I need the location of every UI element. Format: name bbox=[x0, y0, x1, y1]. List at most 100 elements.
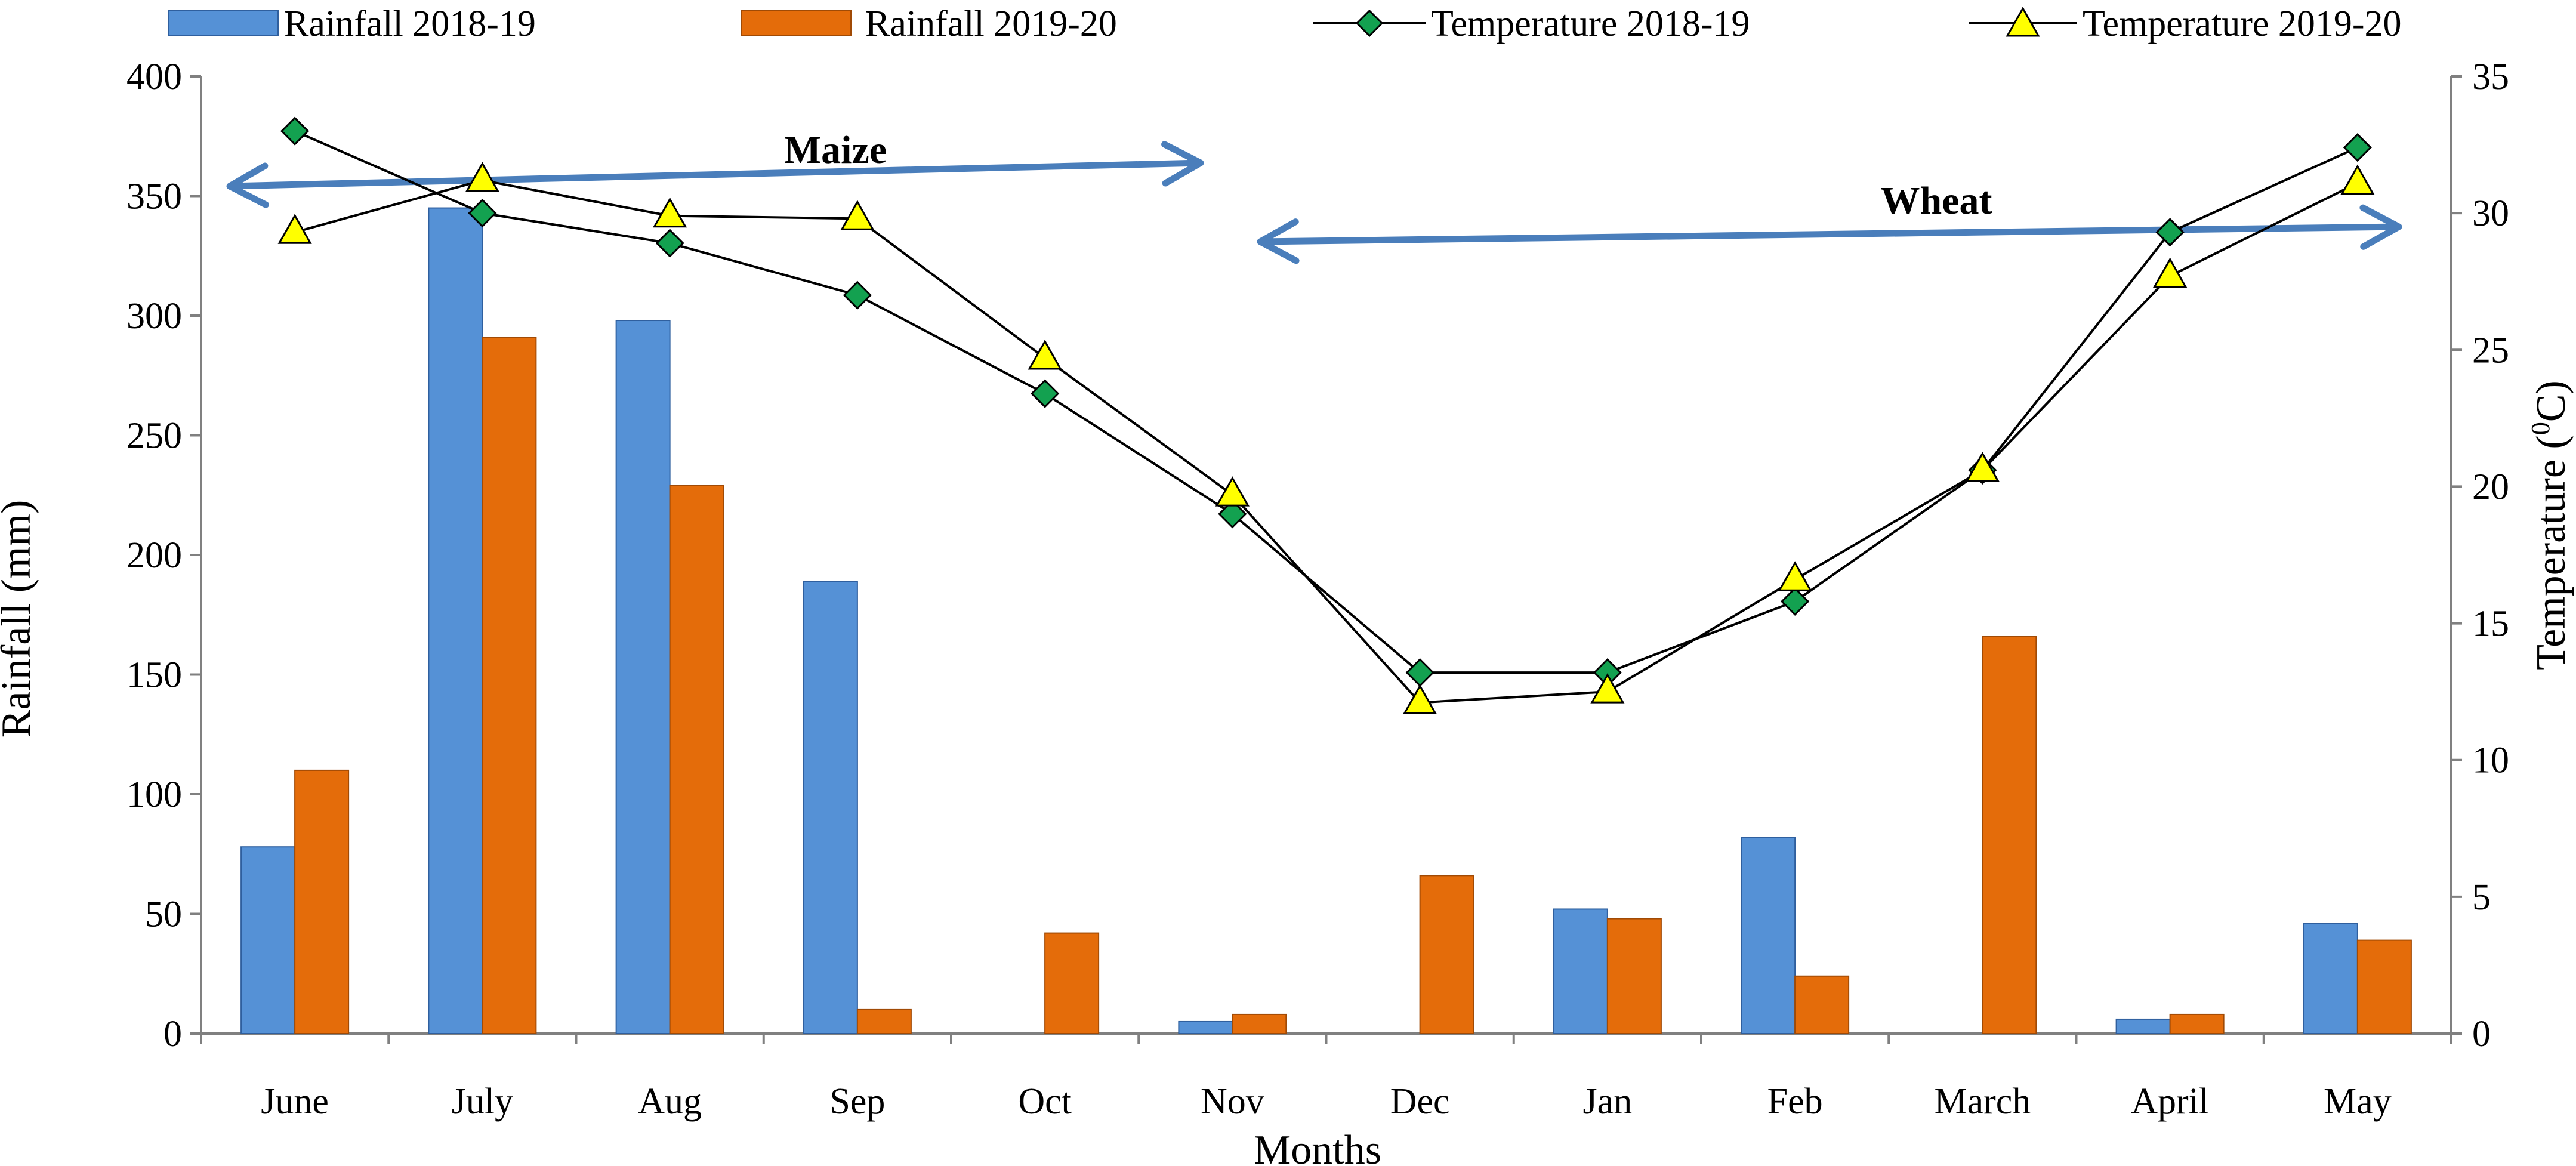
y-tick-label: 200 bbox=[127, 535, 182, 576]
marker-temperature-2019-20-march bbox=[1965, 451, 2000, 482]
x-tick-label-aug: Aug bbox=[638, 1081, 702, 1122]
marker-temperature-2019-20-nov bbox=[1215, 476, 1250, 507]
legend-label-rainfall-2018-19: Rainfall 2018-19 bbox=[284, 4, 536, 44]
bar-rainfall-2018-19-may bbox=[2303, 923, 2358, 1035]
marker-temperature-2018-19-july bbox=[468, 199, 497, 228]
legend-label-temperature-2018-19: Temperature 2018-19 bbox=[1431, 4, 1750, 44]
annotation-label-maize: Maize bbox=[784, 128, 887, 172]
temperature-lines bbox=[294, 129, 2358, 704]
legend-label-temperature-2019-20: Temperature 2019-20 bbox=[2083, 4, 2402, 44]
legend: Rainfall 2018-19 Rainfall 2019-20 Temper… bbox=[168, 4, 2402, 44]
y2-tick-label: 30 bbox=[2472, 193, 2509, 234]
line-temperature-2019-20 bbox=[294, 179, 2358, 704]
marker-temperature-2019-20-sep bbox=[840, 200, 875, 230]
marker-temperature-2019-20-july bbox=[465, 162, 499, 192]
bars bbox=[240, 207, 2412, 1035]
y-tick-label: 350 bbox=[127, 177, 182, 217]
arrow-wheat-left-head bbox=[1257, 218, 1300, 264]
bar-rainfall-2019-20-oct bbox=[1044, 932, 1100, 1034]
legend-label-rainfall-2019-20: Rainfall 2019-20 bbox=[865, 4, 1117, 44]
y2-axis-title-superscript: 0 bbox=[2526, 422, 2555, 435]
bar-rainfall-2018-19-aug bbox=[615, 320, 671, 1034]
y-tick-label: 100 bbox=[127, 775, 182, 815]
y-tick-label: 300 bbox=[127, 296, 182, 337]
y-axis-title: Rainfall (mm) bbox=[0, 500, 39, 738]
legend-swatch-rainfall-2018-19 bbox=[168, 10, 279, 36]
bar-rainfall-2019-20-june bbox=[294, 769, 350, 1035]
marker-temperature-2019-20-june bbox=[277, 214, 312, 244]
bar-rainfall-2019-20-july bbox=[482, 337, 537, 1035]
x-axis-title: Months bbox=[1254, 1127, 1381, 1166]
bar-rainfall-2019-20-march bbox=[1982, 636, 2037, 1034]
arrow-wheat-shaft bbox=[1260, 223, 2399, 245]
marker-temperature-2018-19-nov bbox=[1218, 499, 1247, 529]
marker-temperature-2018-19-oct bbox=[1031, 379, 1060, 408]
marker-temperature-2018-19-feb bbox=[1781, 587, 1810, 616]
y2-tick-label: 5 bbox=[2472, 877, 2491, 918]
legend-swatch-rainfall-2019-20 bbox=[741, 10, 852, 36]
y2-tick-label: 20 bbox=[2472, 467, 2509, 507]
x-tick-label-may: May bbox=[2324, 1081, 2392, 1122]
bar-rainfall-2018-19-jan bbox=[1553, 908, 1608, 1034]
marker-temperature-2018-19-april bbox=[2155, 218, 2185, 247]
marker-temperature-2019-20-may bbox=[2340, 164, 2375, 195]
x-tick-label-july: July bbox=[452, 1081, 513, 1122]
marker-temperature-2019-20-feb bbox=[1778, 561, 1812, 591]
arrow-maize-right-head bbox=[1161, 141, 1204, 187]
x-tick-label-sep: Sep bbox=[829, 1081, 885, 1122]
legend-marker-temperature-2018-19 bbox=[1355, 9, 1384, 38]
x-tick-label-april: April bbox=[2131, 1081, 2209, 1122]
bar-rainfall-2018-19-nov bbox=[1178, 1020, 1233, 1034]
marker-temperature-2018-19-aug bbox=[655, 229, 684, 258]
bar-rainfall-2019-20-nov bbox=[1232, 1013, 1287, 1035]
annotation-label-wheat: Wheat bbox=[1881, 179, 1992, 223]
marker-temperature-2018-19-sep bbox=[843, 280, 872, 310]
y-tick-label: 50 bbox=[145, 894, 182, 935]
y-tick-label: 400 bbox=[127, 57, 182, 97]
bar-rainfall-2019-20-feb bbox=[1794, 975, 1850, 1035]
x-tick-label-jan: Jan bbox=[1583, 1081, 1633, 1122]
y2-tick-label: 25 bbox=[2472, 330, 2509, 371]
bar-rainfall-2018-19-july bbox=[428, 207, 483, 1034]
y2-tick-label: 15 bbox=[2472, 604, 2509, 644]
bar-rainfall-2019-20-sep bbox=[856, 1008, 912, 1035]
marker-temperature-2019-20-oct bbox=[1028, 339, 1062, 370]
bar-rainfall-2018-19-sep bbox=[803, 581, 858, 1034]
axes: 0 50 100 150 200 250 300 350 400 0 5 10 15 20 25 30 35 Ju… bbox=[127, 57, 2509, 1122]
x-tick-label-oct: Oct bbox=[1018, 1081, 1072, 1122]
y2-tick-label: 35 bbox=[2472, 57, 2509, 97]
bar-rainfall-2019-20-may bbox=[2356, 939, 2412, 1034]
arrow-maize-left-head bbox=[226, 162, 269, 208]
y2-tick-label: 0 bbox=[2472, 1014, 2491, 1054]
bar-rainfall-2019-20-aug bbox=[669, 485, 724, 1034]
bar-rainfall-2018-19-april bbox=[2115, 1018, 2171, 1034]
x-tick-label-march: March bbox=[1934, 1081, 2031, 1122]
marker-temperature-2019-20-april bbox=[2153, 257, 2188, 288]
x-tick-label-feb: Feb bbox=[1767, 1081, 1823, 1122]
temperature-markers bbox=[277, 116, 2375, 714]
arrow-maize-shaft bbox=[229, 159, 1201, 190]
bar-rainfall-2019-20-april bbox=[2169, 1013, 2225, 1035]
y2-tick-label: 10 bbox=[2472, 741, 2509, 781]
annotation-arrows: Maize Wheat bbox=[226, 128, 2402, 264]
marker-temperature-2019-20-aug bbox=[653, 197, 687, 228]
bar-rainfall-2018-19-feb bbox=[1741, 837, 1796, 1035]
marker-temperature-2018-19-may bbox=[2343, 133, 2373, 162]
y-tick-label: 150 bbox=[127, 655, 182, 696]
y-tick-label: 0 bbox=[163, 1014, 182, 1054]
line-temperature-2018-19 bbox=[294, 129, 2358, 674]
x-tick-label-june: June bbox=[261, 1081, 329, 1122]
marker-temperature-2019-20-dec bbox=[1403, 684, 1437, 714]
y2-axis-title: Temperature (0C) bbox=[2526, 380, 2574, 670]
arrow-wheat-right-head bbox=[2359, 204, 2402, 250]
bar-rainfall-2018-19-june bbox=[240, 846, 296, 1034]
marker-temperature-2019-20-jan bbox=[1590, 673, 1625, 704]
marker-temperature-2018-19-june bbox=[280, 116, 310, 146]
y-tick-label: 250 bbox=[127, 416, 182, 456]
x-tick-label-nov: Nov bbox=[1201, 1081, 1264, 1122]
bar-rainfall-2019-20-jan bbox=[1606, 918, 1662, 1035]
x-tick-label-dec: Dec bbox=[1390, 1081, 1450, 1122]
legend-marker-temperature-2019-20 bbox=[2006, 6, 2040, 37]
bar-rainfall-2019-20-dec bbox=[1419, 875, 1474, 1034]
